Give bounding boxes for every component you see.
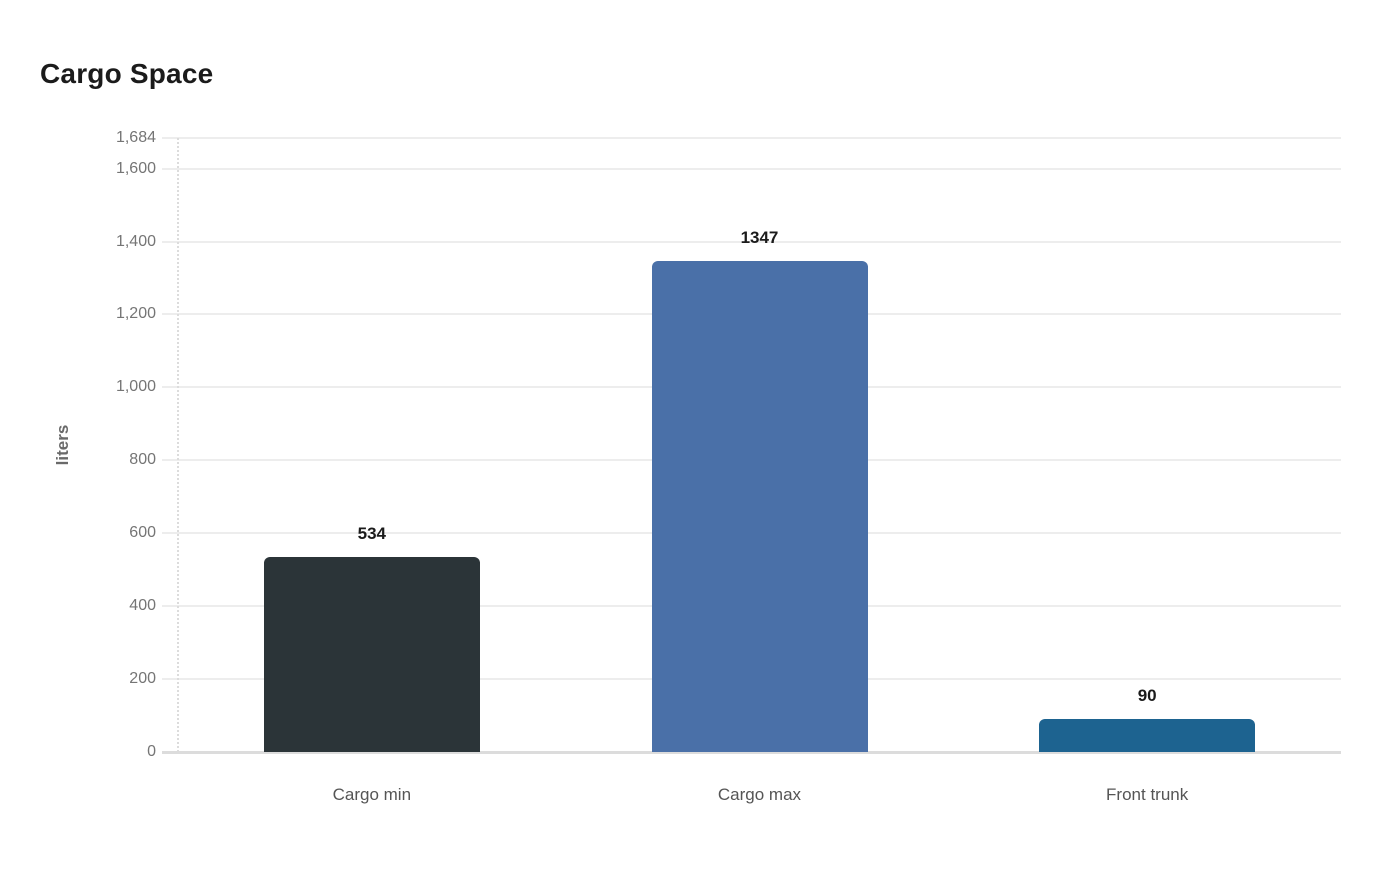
y-tick-label: 1,600 <box>115 159 156 177</box>
grid-line <box>162 167 1341 170</box>
y-tick-label: 200 <box>129 670 156 688</box>
chart-title: Cargo Space <box>40 58 214 89</box>
bar-value-label: 534 <box>357 524 387 544</box>
x-tick-label: Cargo max <box>717 785 802 804</box>
bar <box>1039 719 1256 752</box>
grid-line <box>162 240 1341 243</box>
grid-line <box>162 751 1341 754</box>
y-tick-label: 800 <box>129 451 156 469</box>
y-tick-label: 1,684 <box>115 129 156 146</box>
plot-area: 534 1347 90 <box>162 137 1341 754</box>
y-tick-label: 0 <box>147 743 156 760</box>
y-tick-label: 1,000 <box>115 378 156 396</box>
y-tick-label: 1,200 <box>115 305 156 323</box>
x-tick-label: Front trunk <box>1106 785 1189 804</box>
bar-value-label: 1347 <box>740 227 779 247</box>
grid-line <box>162 137 1341 139</box>
x-tick-label: Cargo min <box>332 785 412 804</box>
bar <box>263 557 480 752</box>
bar <box>651 260 868 752</box>
y-tick-label: 600 <box>129 524 156 542</box>
y-axis-line <box>177 138 179 752</box>
y-tick-label: 1,400 <box>115 232 156 250</box>
y-tick-label: 400 <box>129 597 156 615</box>
bar-value-label: 90 <box>1137 686 1157 706</box>
